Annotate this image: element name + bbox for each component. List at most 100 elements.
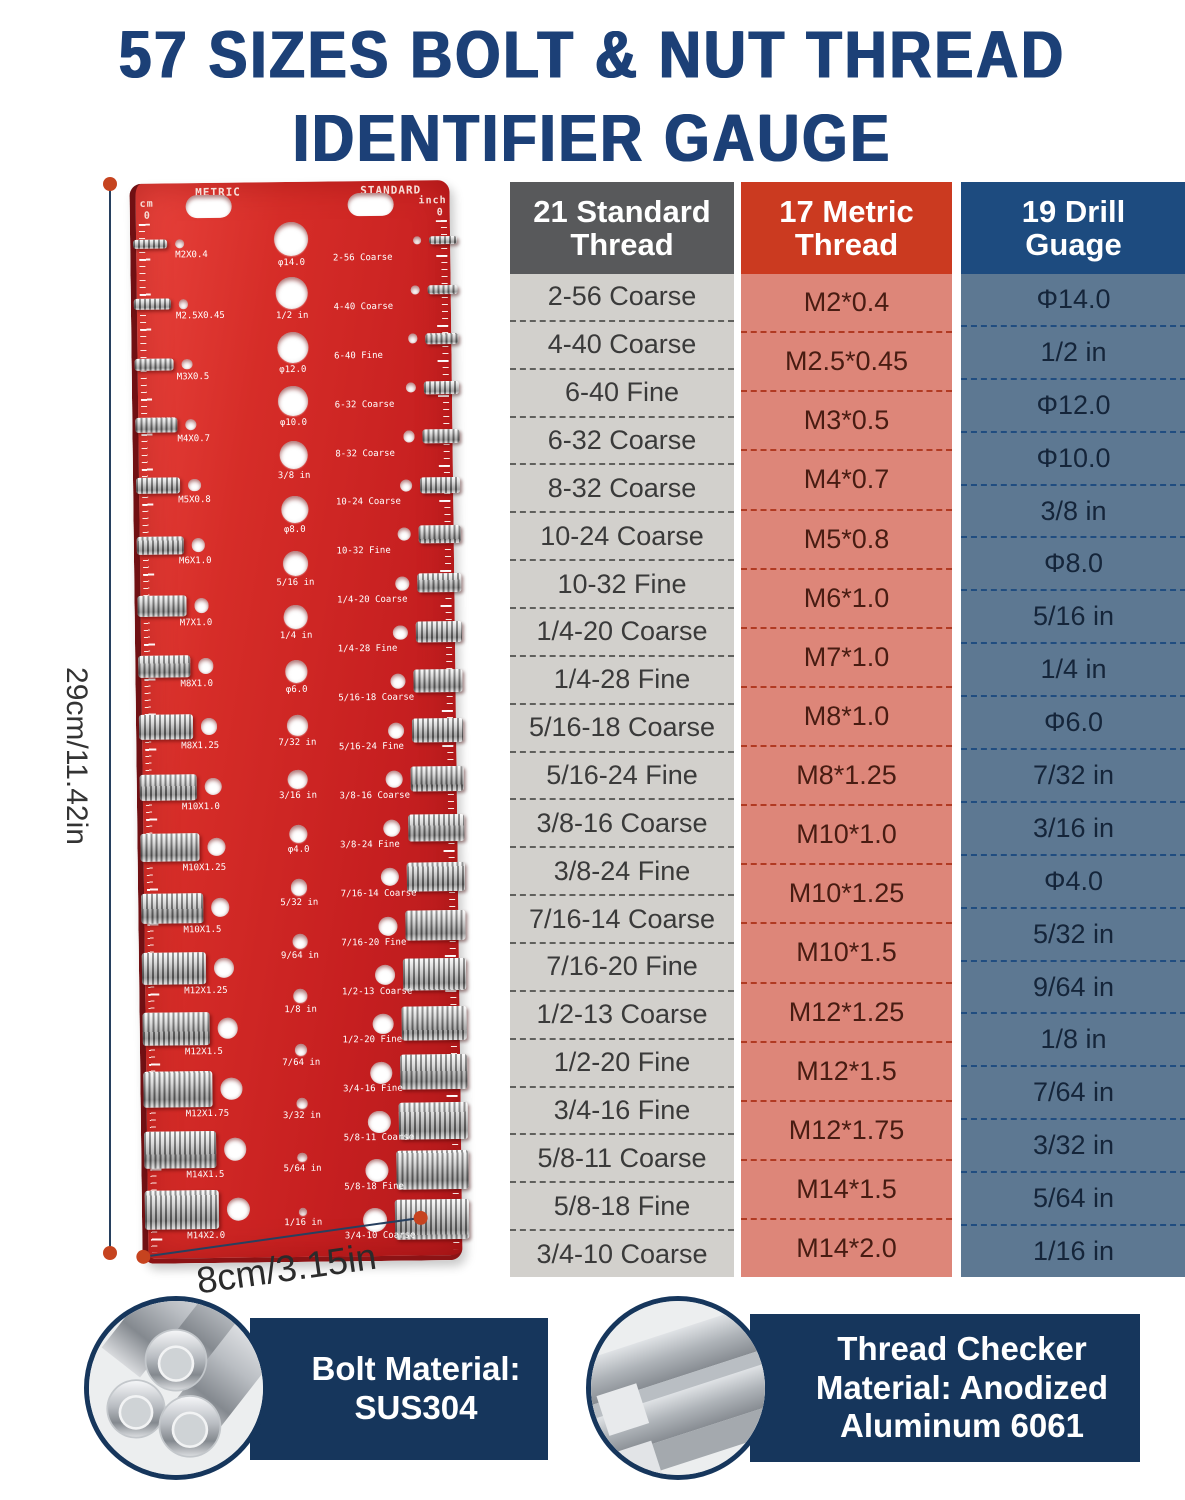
- standard-bolt-stud: [427, 284, 458, 295]
- standard-size-label: 3/8-16 Coarse: [339, 790, 411, 802]
- checker-material-callout: Thread Checker Material: Anodized Alumin…: [750, 1314, 1140, 1462]
- drill-size-label: 5/32 in: [280, 897, 319, 909]
- standard-size-label: 1/2-13 Coarse: [341, 986, 413, 997]
- standard-bolt-stud: [422, 428, 460, 444]
- board-drill-row: 5/32 in: [280, 866, 319, 921]
- board-drill-row: 5/16 in: [276, 542, 315, 597]
- board-standard-row: 1/2-20 Fine: [340, 999, 467, 1049]
- page-title: 57 SIZES BOLT & NUT THREAD IDENTIFIER GA…: [0, 14, 1185, 181]
- table-cell: M12*1.25: [741, 984, 952, 1043]
- metric-bolt-stud: [139, 773, 197, 801]
- standard-bolt-stud: [410, 765, 464, 792]
- aluminum-bars-illustration: [591, 1301, 765, 1475]
- standard-bolt-stud: [396, 1150, 469, 1190]
- board-drill-row: 3/16 in: [279, 758, 318, 813]
- table-cell: 1/2 in: [961, 327, 1185, 380]
- standard-thread-hole: [367, 1110, 391, 1134]
- board-standard-row: 5/8-11 Coarse: [341, 1096, 469, 1146]
- standard-size-label: 6-32 Coarse: [334, 399, 395, 411]
- board-inch-zero-label: 0: [436, 207, 444, 219]
- standard-size-label: 8-32 Coarse: [335, 448, 396, 459]
- header-text: 17 Metric: [779, 193, 914, 229]
- table-cell: 1/4-28 Fine: [510, 657, 734, 705]
- header-text: 19 Drill: [1021, 193, 1126, 229]
- board-standard-row: 6-40 Fine: [332, 314, 459, 364]
- metric-bolt-stud: [134, 358, 174, 372]
- height-dimension-label: 29cm/11.42in: [60, 667, 93, 845]
- standard-size-label: 1/4-20 Coarse: [337, 594, 408, 606]
- metric-thread-body: M2*0.4 M2.5*0.45 M3*0.5 M4*0.7 M5*0.8 M6*1.0 M…: [741, 274, 952, 1277]
- drill-gauge-header: 19 Drill Guage: [961, 182, 1185, 274]
- table-cell: 3/16 in: [961, 803, 1185, 856]
- board-metric-row: M10X1.25: [140, 822, 259, 884]
- metric-size-label: M8X1.0: [180, 679, 214, 690]
- metric-bolt-stud: [136, 536, 184, 556]
- standard-size-label: 3/8-24 Fine: [340, 839, 400, 851]
- standard-bolt-stud: [408, 813, 465, 842]
- standard-thread-hole: [408, 333, 418, 344]
- standard-thread-body: 2-56 Coarse 4-40 Coarse 6-40 Fine 6-32 Coar…: [510, 274, 734, 1277]
- board-standard-row: 6-32 Coarse: [332, 363, 459, 413]
- standard-thread-hole: [380, 867, 400, 887]
- metric-bolt-stud: [138, 714, 194, 740]
- standard-bolt-stud: [406, 861, 466, 892]
- standard-thread-hole: [365, 1158, 389, 1183]
- table-cell: Φ8.0: [961, 538, 1185, 592]
- table-cell: 1/2-13 Coarse: [510, 992, 734, 1040]
- drill-size-label: φ6.0: [285, 684, 308, 695]
- drill-gauge-hole: [294, 1043, 308, 1056]
- table-cell: 5/16 in: [961, 591, 1185, 645]
- board-drill-row: 7/64 in: [282, 1028, 321, 1083]
- metric-bolt-stud: [143, 1130, 216, 1169]
- board-drill-row: φ4.0: [287, 812, 310, 866]
- metric-thread-hole: [194, 598, 210, 614]
- standard-thread-header: 21 Standard Thread: [510, 182, 734, 274]
- standard-bolt-stud: [401, 1006, 467, 1041]
- standard-size-label: 7/16-14 Coarse: [340, 888, 417, 900]
- thread-size-table: 21 Standard Thread 2-56 Coarse 4-40 Coars…: [510, 182, 1185, 1277]
- standard-thread-hole: [375, 964, 396, 986]
- board-drill-row: 9/64 in: [281, 920, 320, 975]
- table-cell: M4*0.7: [741, 451, 952, 511]
- table-cell: 5/8-18 Fine: [510, 1183, 734, 1232]
- metric-thread-column: 17 Metric Thread M2*0.4 M2.5*0.45 M3*0.5 M4…: [741, 182, 952, 1277]
- board-metric-row: M2X0.4: [133, 218, 252, 280]
- table-cell: 7/64 in: [961, 1067, 1185, 1121]
- drill-size-label: φ10.0: [279, 417, 308, 429]
- table-cell: M10*1.0: [741, 806, 952, 866]
- table-cell: 1/4-20 Coarse: [510, 609, 734, 657]
- header-text: 21 Standard: [533, 193, 711, 229]
- drill-gauge-hole: [282, 550, 308, 577]
- standard-size-label: 5/16-24 Fine: [338, 741, 405, 753]
- board-inch-unit-label: inch: [418, 195, 447, 207]
- bolt-material-callout: Bolt Material: SUS304: [250, 1318, 548, 1460]
- standard-bolt-stud: [413, 669, 463, 693]
- metric-bolt-stud: [133, 239, 168, 249]
- board-drill-row: φ12.0: [276, 326, 309, 380]
- drill-gauge-hole: [293, 988, 308, 1003]
- metric-thread-hole: [226, 1197, 251, 1222]
- metric-size-label: M7X1.0: [179, 617, 213, 629]
- metric-thread-hole: [217, 1017, 239, 1039]
- metric-bolt-stud: [140, 833, 200, 863]
- standard-bolt-stud: [403, 957, 467, 991]
- drill-gauge-hole: [297, 1152, 308, 1163]
- board-metric-row: M12X1.25: [141, 943, 261, 1005]
- metric-size-label: M12X1.75: [185, 1108, 230, 1120]
- metric-size-label: M12X1.25: [184, 985, 228, 997]
- drill-size-label: 5/64 in: [283, 1164, 322, 1175]
- board-standard-row: 3/8-16 Coarse: [337, 754, 464, 804]
- drill-size-label: 1/4 in: [279, 631, 313, 642]
- metric-bolt-stud: [144, 1189, 220, 1231]
- table-cell: M3*0.5: [741, 392, 952, 452]
- stainless-tubes-photo: [84, 1296, 268, 1480]
- table-cell: 10-32 Fine: [510, 561, 734, 610]
- drill-size-label: φ8.0: [283, 524, 306, 535]
- board-drill-row: φ14.0: [274, 218, 309, 272]
- standard-thread-hole: [397, 528, 411, 541]
- table-cell: M8*1.25: [741, 747, 952, 807]
- board-standard-row: 7/16-14 Coarse: [338, 852, 466, 902]
- dimension-endpoint-dot: [103, 1246, 117, 1260]
- drill-gauge-hole: [292, 933, 308, 950]
